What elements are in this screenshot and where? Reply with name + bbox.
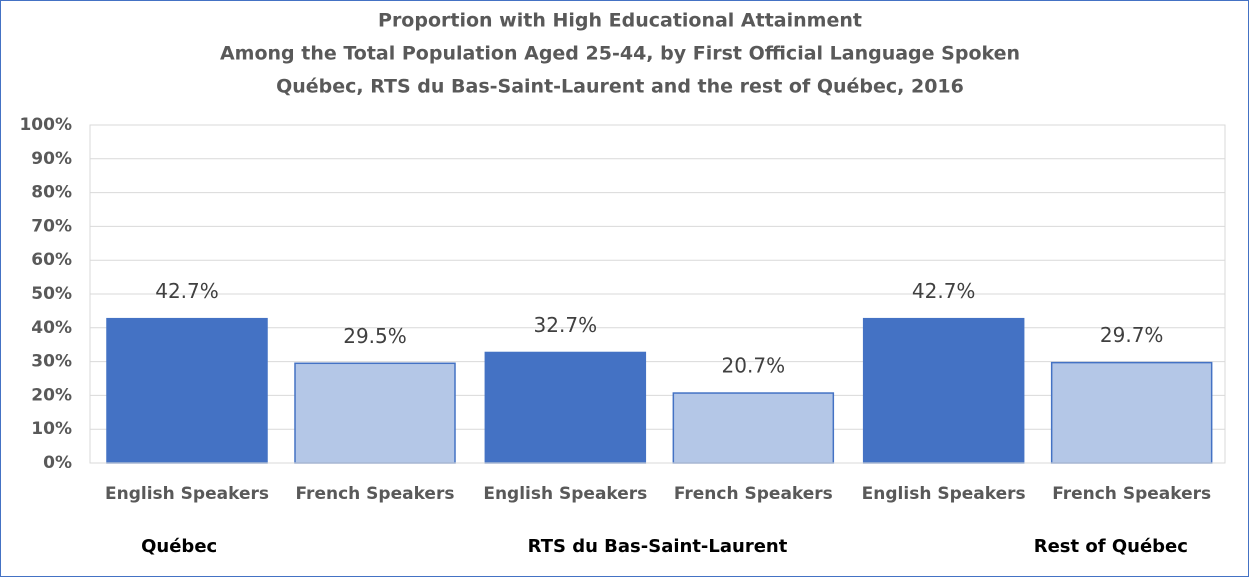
x-tick-label: French Speakers bbox=[1052, 484, 1211, 504]
x-tick-label: French Speakers bbox=[674, 484, 833, 504]
data-label: 42.7% bbox=[155, 279, 219, 303]
group-label: Québec bbox=[141, 536, 217, 557]
bar bbox=[1050, 361, 1213, 464]
data-label: 42.7% bbox=[912, 279, 976, 303]
y-tick-label: 50% bbox=[31, 284, 72, 304]
x-tick-label: English Speakers bbox=[105, 484, 269, 504]
y-tick-label: 70% bbox=[31, 216, 72, 236]
chart-title: Québec, RTS du Bas-Saint-Laurent and the… bbox=[276, 76, 964, 98]
data-label: 29.5% bbox=[343, 324, 407, 348]
group-label: Rest of Québec bbox=[1034, 536, 1188, 557]
data-label: 32.7% bbox=[534, 313, 598, 337]
y-tick-label: 90% bbox=[31, 149, 72, 169]
data-label: 29.7% bbox=[1100, 323, 1164, 347]
bar bbox=[862, 317, 1025, 464]
x-tick-label: English Speakers bbox=[483, 484, 647, 504]
y-tick-label: 0% bbox=[43, 453, 72, 473]
y-tick-label: 100% bbox=[19, 115, 72, 135]
group-label: RTS du Bas-Saint-Laurent bbox=[528, 536, 788, 557]
x-tick-label: English Speakers bbox=[862, 484, 1026, 504]
y-tick-label: 20% bbox=[31, 385, 72, 405]
data-label: 20.7% bbox=[722, 354, 786, 378]
y-tick-label: 80% bbox=[31, 183, 72, 203]
chart-title: Proportion with High Educational Attainm… bbox=[378, 10, 862, 32]
y-tick-label: 60% bbox=[31, 250, 72, 270]
y-tick-label: 30% bbox=[31, 352, 72, 372]
x-tick-label: French Speakers bbox=[296, 484, 455, 504]
bar bbox=[672, 392, 835, 464]
bar bbox=[106, 317, 268, 464]
chart-title: Among the Total Population Aged 25-44, b… bbox=[220, 43, 1020, 65]
y-tick-label: 10% bbox=[31, 419, 72, 439]
y-tick-label: 40% bbox=[31, 318, 72, 338]
bar bbox=[294, 362, 456, 464]
bar bbox=[484, 351, 647, 464]
